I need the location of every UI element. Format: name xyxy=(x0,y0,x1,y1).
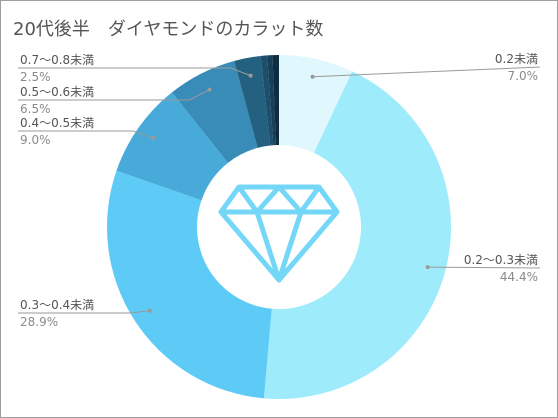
pie-slice xyxy=(116,92,228,201)
slice-percent-label: 28.9% xyxy=(20,315,58,329)
pie-slice xyxy=(263,71,452,400)
diamond-icon xyxy=(218,184,340,283)
pie-slice xyxy=(267,55,276,146)
leader-line xyxy=(18,310,150,314)
pie-slice xyxy=(171,60,258,163)
slice-label: 0.7〜0.8未満 xyxy=(20,53,94,67)
slice-percent-label: 7.0% xyxy=(508,69,539,83)
slice-label: 0.2未満 xyxy=(495,52,538,66)
slice-label: 0.4〜0.5未満 xyxy=(20,116,94,130)
slice-percent-label: 44.4% xyxy=(500,270,538,284)
slice-label: 0.2〜0.3未満 xyxy=(464,253,538,267)
slices-group xyxy=(107,55,452,400)
leader-lines-group xyxy=(18,66,541,314)
leader-line xyxy=(18,130,154,139)
pie-slice xyxy=(279,55,353,153)
pie-slice xyxy=(260,55,274,146)
labels-group: 0.2未満 7.0% 0.2〜0.3未満 44.4% 0.3〜0.4未満 28.9% 0.4… xyxy=(20,52,538,329)
slice-label: 0.5〜0.6未満 xyxy=(20,85,94,99)
leader-line xyxy=(18,67,251,77)
slice-percent-label: 2.5% xyxy=(20,70,51,84)
slice-percent-label: 6.5% xyxy=(20,102,51,116)
pie-slice xyxy=(234,55,271,148)
pie-slice xyxy=(107,170,272,399)
slice-percent-label: 9.0% xyxy=(20,133,51,147)
slice-label: 0.3〜0.4未満 xyxy=(20,298,94,312)
leader-line xyxy=(427,266,541,269)
pie-slice xyxy=(272,55,279,146)
chart-title: 20代後半 ダイヤモンドのカラット数 xyxy=(13,19,324,40)
leader-line xyxy=(312,66,541,78)
leader-line xyxy=(18,89,210,101)
